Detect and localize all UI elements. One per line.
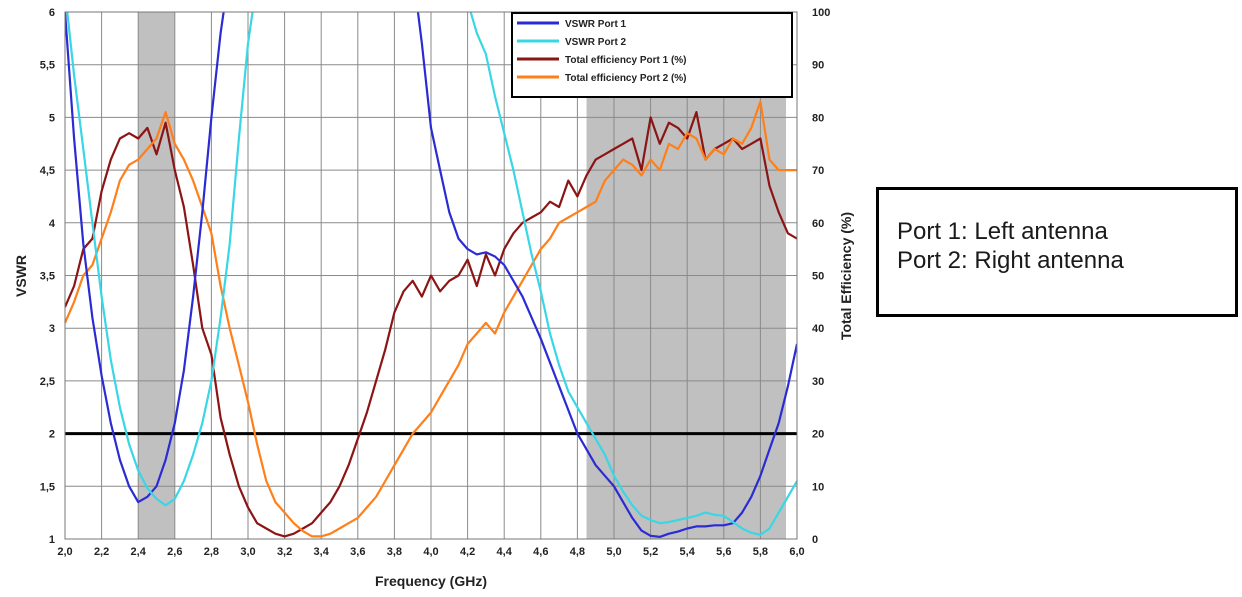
vswr-port2-line	[66, 12, 797, 536]
y-left-tick-label: 5,5	[40, 60, 55, 72]
y-left-tick-label: 2,5	[40, 376, 55, 388]
plot-frame	[64, 11, 798, 540]
y-right-tick-label: 50	[812, 271, 824, 283]
x-tick-label: 3,4	[314, 546, 330, 558]
y-left-tick-label: 1	[49, 534, 55, 546]
efficiency-port2-line	[65, 100, 797, 538]
x-tick-label: 2,8	[204, 546, 219, 558]
x-tick-label: 5,6	[716, 546, 731, 558]
x-tick-label: 2,2	[94, 546, 109, 558]
legend-label-3: Total efficiency Port 1 (%)	[565, 55, 687, 66]
y-right-tick-label: 10	[812, 481, 824, 493]
y-right-tick-label: 30	[812, 376, 824, 388]
x-axis-title: Frequency (GHz)	[375, 573, 487, 589]
y-right-tick-label: 80	[812, 112, 824, 124]
legend-label-2: VSWR Port 2	[565, 37, 627, 48]
port-note-box: Port 1: Left antenna Port 2: Right anten…	[876, 187, 1238, 317]
right-axis-title: Total Efficiency (%)	[838, 212, 854, 340]
x-tick-label: 5,8	[753, 546, 768, 558]
x-tick-label: 4,8	[570, 546, 585, 558]
legend-box	[511, 12, 793, 98]
y-left-tick-label: 3	[49, 323, 55, 335]
vswr-efficiency-chart: 2,0 2,2 2,4 2,6 2,8 3,0 3,2 3,4 3,6 3,8 4,0 4,2 4,4 4…	[13, 7, 854, 589]
y-right-tick-label: 0	[812, 534, 818, 546]
x-tick-label: 6,0	[789, 546, 804, 558]
left-axis-title: VSWR	[13, 255, 29, 297]
y-left-tick-label: 6	[49, 7, 55, 19]
x-tick-label: 3,8	[387, 546, 402, 558]
y-right-tick-label: 60	[812, 218, 824, 230]
y-left-tick-label: 4	[49, 218, 56, 230]
y-right-tick-label: 20	[812, 429, 824, 441]
y-right-tick-label: 70	[812, 165, 824, 177]
x-tick-label: 3,6	[350, 546, 365, 558]
legend-label-4: Total efficiency Port 2 (%)	[565, 73, 687, 84]
y-right-tick-label: 40	[812, 323, 824, 335]
y-left-tick-label: 1,5	[40, 481, 55, 493]
x-tick-label: 3,2	[277, 546, 292, 558]
x-tick-label: 2,4	[131, 546, 147, 558]
x-tick-label: 2,0	[57, 546, 72, 558]
legend-label-1: VSWR Port 1	[565, 19, 627, 30]
note-port1: Port 1: Left antenna	[897, 218, 1108, 245]
x-tick-label: 5,0	[606, 546, 621, 558]
x-tick-label: 4,6	[533, 546, 548, 558]
x-tick-label: 4,0	[423, 546, 438, 558]
y-right-tick-label: 100	[812, 7, 830, 19]
y-left-tick-label: 5	[49, 112, 55, 124]
legend: VSWR Port 1 VSWR Port 2 Total efficiency P…	[511, 12, 793, 98]
note-port2: Port 2: Right antenna	[897, 247, 1124, 274]
y-left-tick-label: 2	[49, 429, 55, 441]
y-right-tick-label: 90	[812, 60, 824, 72]
y-left-tick-label: 4,5	[40, 165, 55, 177]
x-tick-label: 5,2	[643, 546, 658, 558]
x-tick-label: 3,0	[240, 546, 255, 558]
x-tick-label: 4,2	[460, 546, 475, 558]
x-tick-label: 5,4	[680, 546, 696, 558]
x-tick-label: 2,6	[167, 546, 182, 558]
efficiency-port1-line	[65, 110, 797, 538]
x-tick-label: 4,4	[497, 546, 513, 558]
y-left-tick-label: 3,5	[40, 271, 55, 283]
